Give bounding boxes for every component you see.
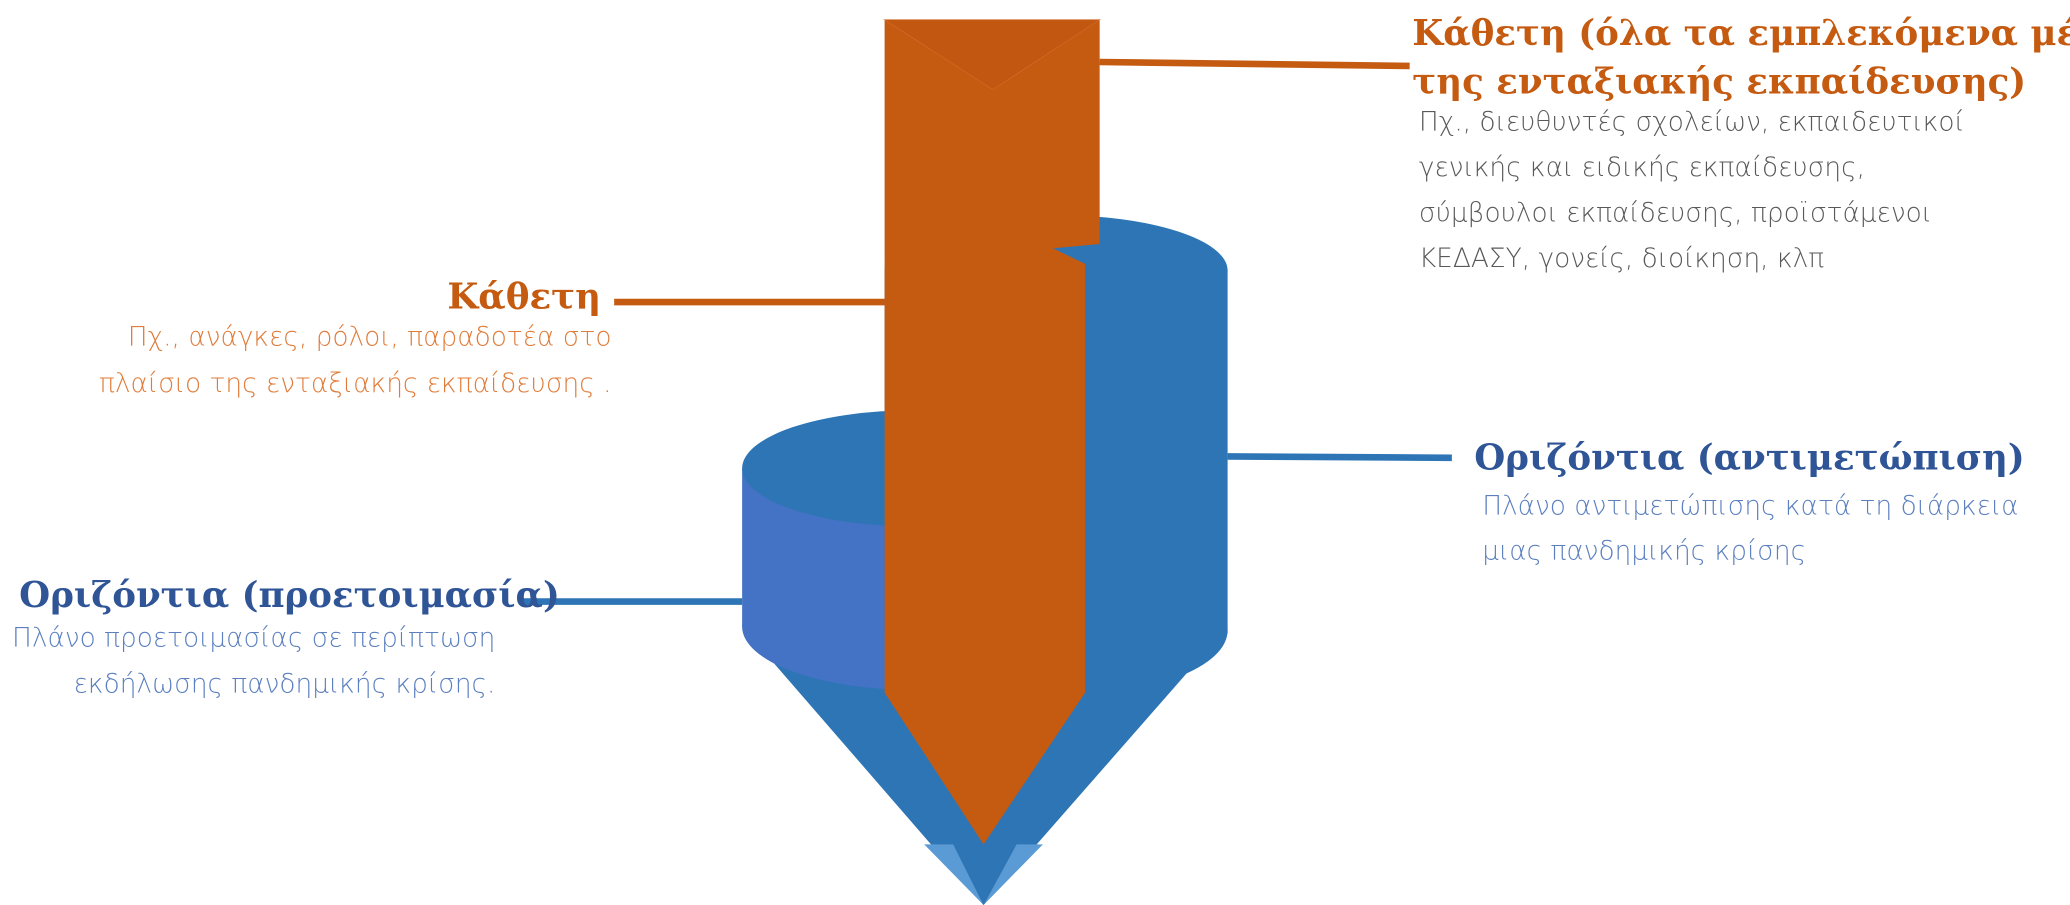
block-description: ΚΕΔΑΣΥ, γονείς, διοίκηση, κλπ [1419,244,1824,274]
block-title: Οριζόντια (προετοιμασία) [19,575,560,616]
block-description: γενικής και ειδικής εκπαίδευσης, [1419,153,1865,183]
block-description: Πχ., διευθυντές σχολείων, εκπαιδευτικοί [1419,108,1965,138]
block-title: της ενταξιακής εκπαίδευσης) [1412,62,2026,103]
block-description: εκδήλωσης πανδημικής κρίσης. [74,670,496,700]
diagram: Κάθετη (όλα τα εμπλεκόμενα μέρη της ενταξ… [0,0,2070,905]
block-description: Πχ., ανάγκες, ρόλοι, παραδοτέα στο [128,323,612,353]
block-title: Οριζόντια (αντιμετώπιση) [1474,438,2024,479]
block-title: Κάθετη [447,277,601,318]
block-description: Πλάνο προετοιμασίας σε περίπτωση [12,623,495,653]
page: Κάθετη (όλα τα εμπλεκόμενα μέρη της ενταξ… [0,0,2070,905]
block-description: σύμβουλοι εκπαίδευσης, προϊστάμενοι [1419,199,1932,229]
block-description: Πλάνο αντιμετώπισης κατά τη διάρκεια [1482,492,2018,522]
connector [1100,62,1410,66]
connector [1228,456,1452,457]
block-title: Κάθετη (όλα τα εμπλεκόμενα μέρη [1412,13,2070,54]
block-description: πλαίσιο της ενταξιακής εκπαίδευσης . [99,369,612,399]
block-description: μιας πανδημικής κρίσης [1482,536,1806,566]
